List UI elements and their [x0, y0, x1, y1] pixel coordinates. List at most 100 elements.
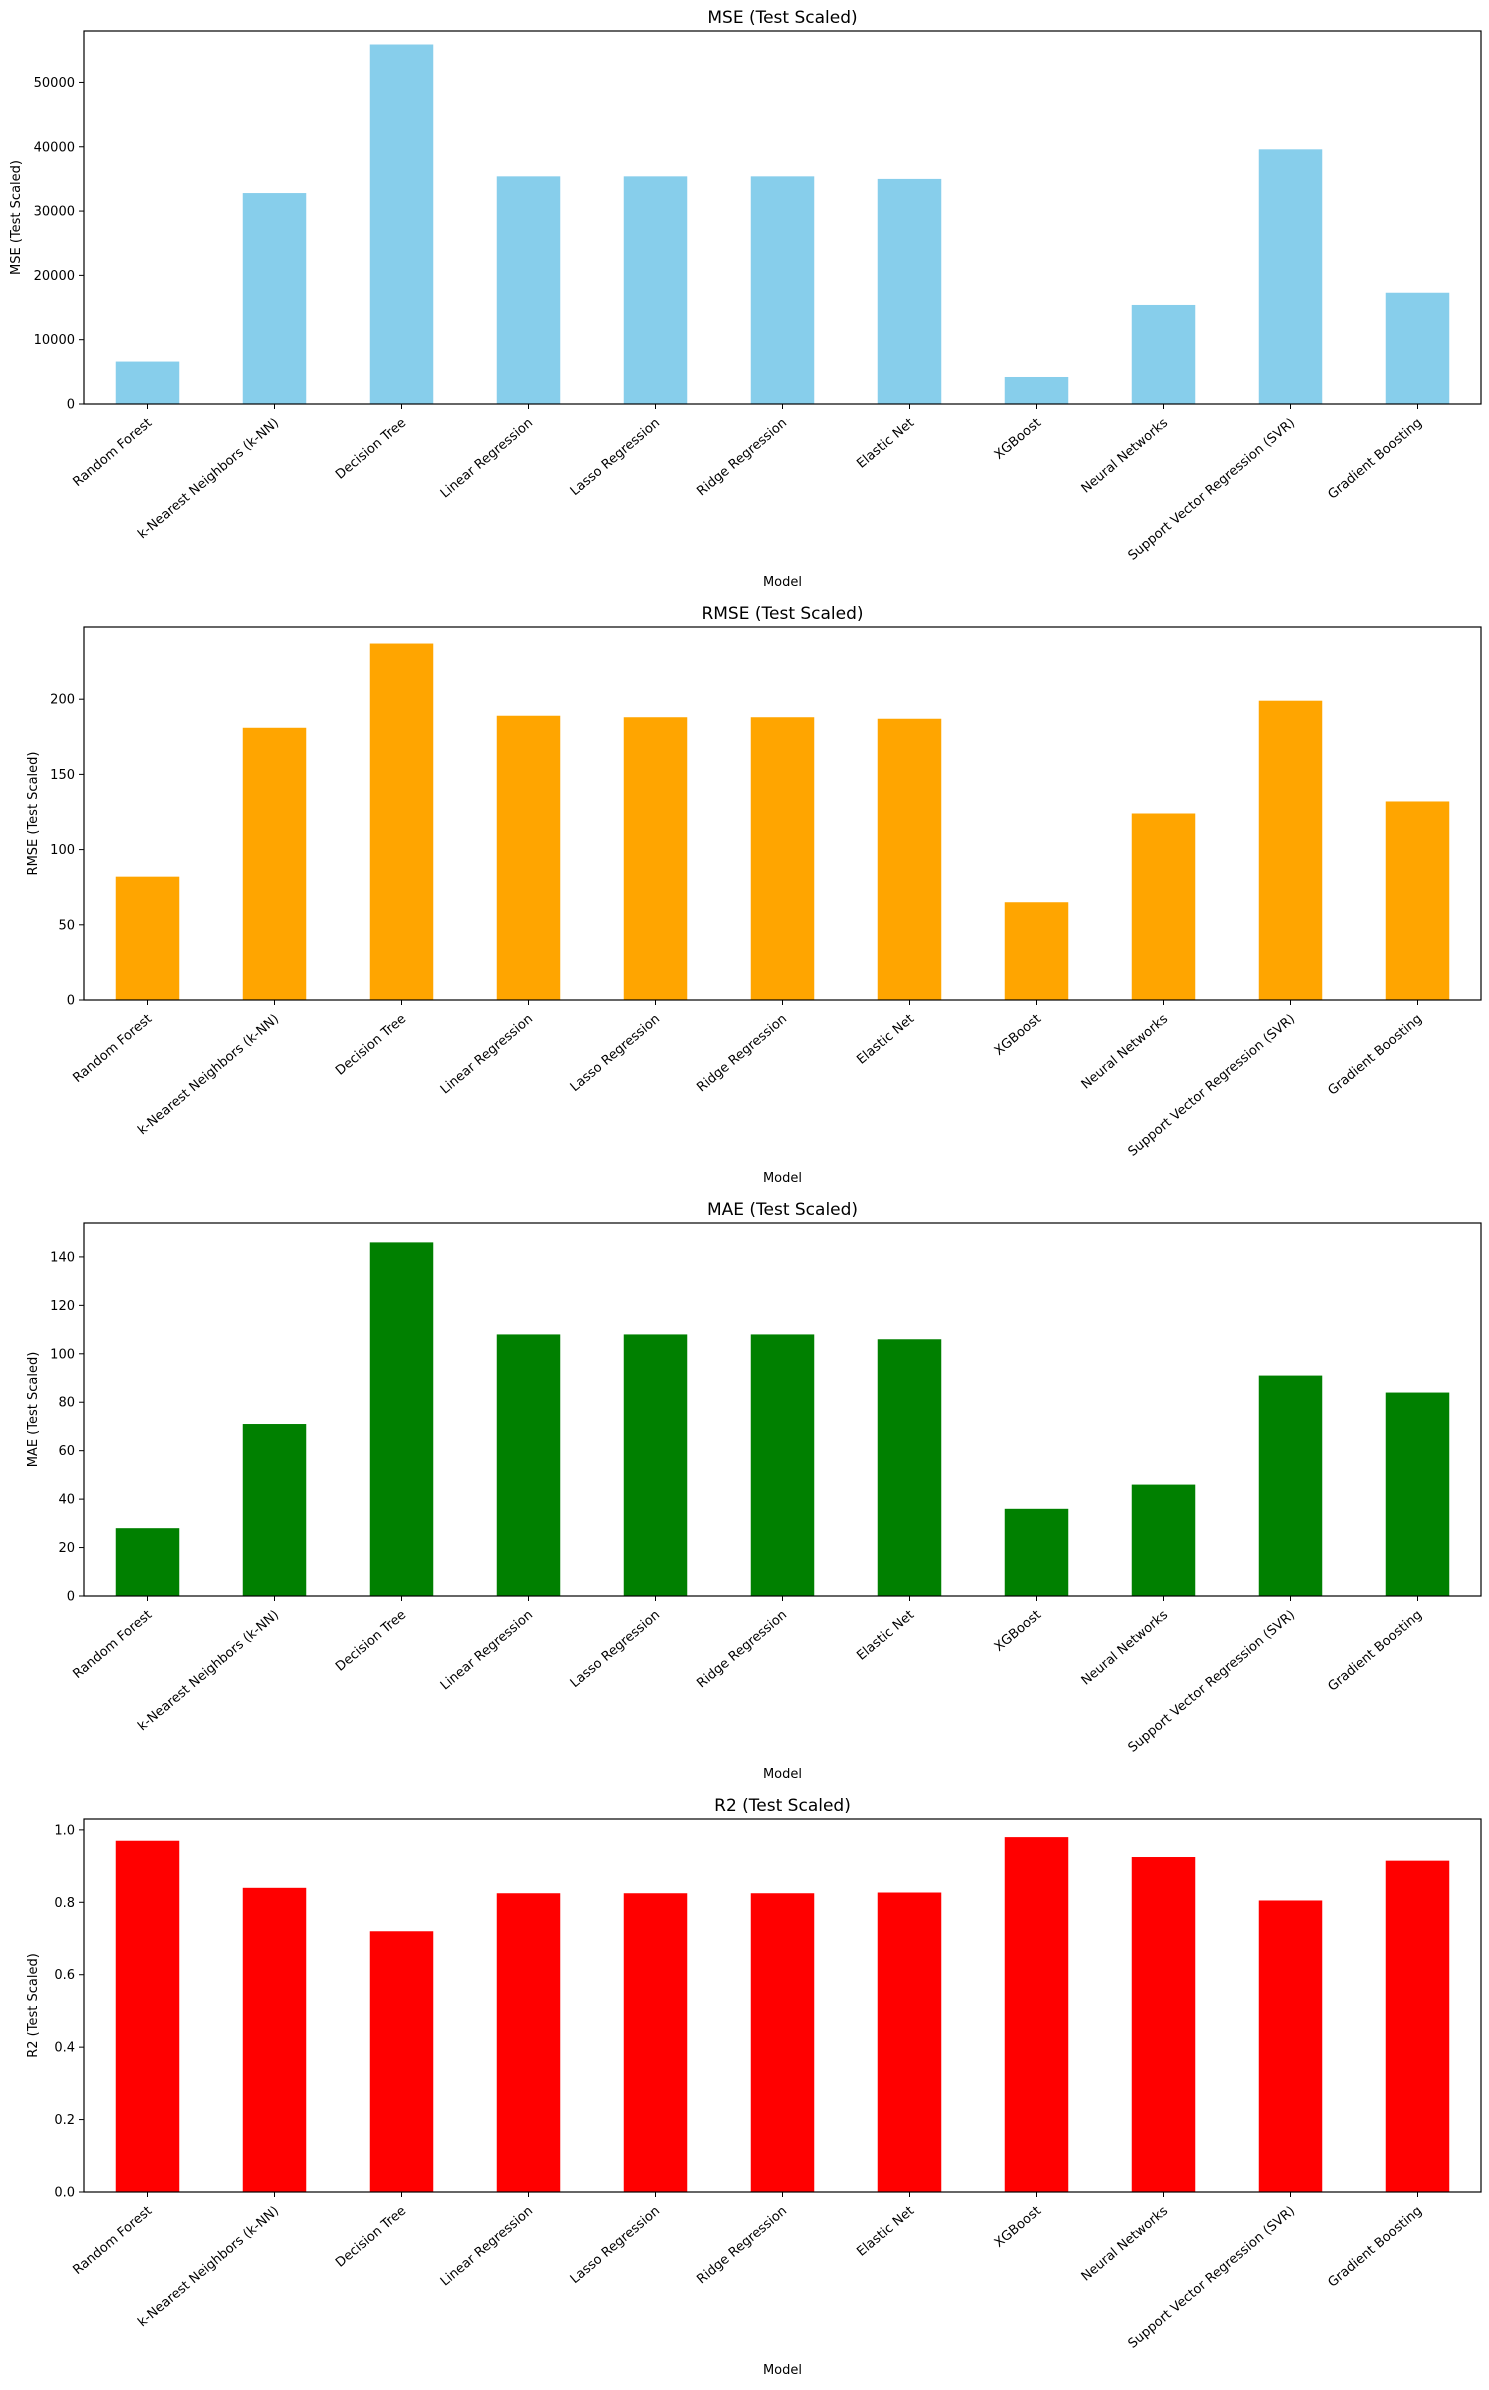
chart-title: RMSE (Test Scaled)	[701, 604, 863, 624]
x-tick-label: Linear Regression	[438, 1012, 536, 1098]
x-tick-label: Random Forest	[70, 416, 155, 490]
x-tick-label: Random Forest	[70, 1012, 155, 1086]
x-tick-label: Gradient Boosting	[1325, 1012, 1425, 1099]
y-tick-label: 50	[58, 918, 75, 933]
x-axis-label: Model	[763, 575, 802, 590]
y-tick-label: 0.4	[54, 2041, 75, 2056]
bar	[877, 178, 942, 404]
x-tick-label: Elastic Net	[854, 416, 917, 472]
bar	[877, 1339, 942, 1596]
x-tick-label: Random Forest	[70, 2204, 155, 2278]
bar	[1004, 376, 1069, 404]
y-tick-label: 150	[50, 768, 75, 783]
y-tick-label: 0.8	[54, 1896, 75, 1911]
bar	[369, 643, 434, 1000]
chart-3: 0.0 0.2 0.4 0.6 0.8 1.0 Random Forestk-Nearest…	[26, 1796, 1482, 2378]
x-tick-label: Decision Tree	[333, 416, 409, 483]
y-axis-label: MAE (Test Scaled)	[26, 1352, 41, 1468]
bar	[242, 1887, 307, 2192]
bar	[115, 361, 180, 404]
bar	[1004, 1837, 1069, 2192]
bar	[1131, 813, 1196, 1000]
y-tick-label: 40000	[34, 140, 75, 155]
x-tick-label: Gradient Boosting	[1325, 1608, 1425, 1695]
bar	[623, 1893, 688, 2192]
bar	[496, 1893, 561, 2192]
x-tick-label: k-Nearest Neighbors (k-NN)	[135, 1608, 282, 1735]
x-tick-label: Decision Tree	[333, 1012, 409, 1079]
x-axis-label: Model	[763, 1171, 802, 1186]
x-tick-label: Neural Networks	[1079, 2203, 1172, 2284]
x-tick-label: Linear Regression	[438, 416, 536, 502]
x-tick-label: k-Nearest Neighbors (k-NN)	[135, 416, 282, 543]
bar	[115, 876, 180, 1000]
y-tick-label: 40	[58, 1493, 75, 1508]
bar	[1385, 1860, 1450, 2192]
y-tick-label: 100	[50, 843, 75, 858]
x-tick-label: Elastic Net	[854, 2204, 917, 2260]
x-tick-label: Lasso Regression	[568, 1012, 663, 1095]
x-tick-label: Ridge Regression	[694, 416, 790, 500]
bar	[623, 717, 688, 1000]
bar	[242, 727, 307, 1000]
bar	[1258, 1375, 1323, 1596]
y-tick-label: 100	[50, 1347, 75, 1362]
bar	[623, 176, 688, 404]
bar	[369, 1242, 434, 1596]
chart-2: 0 20 40 60 80 100 120 140 Random Forestk-Nearest…	[26, 1200, 1482, 1782]
chart-0: 0 10000 20000 30000 40000 50000 Random Forestk…	[9, 8, 1482, 590]
y-tick-label: 0.6	[54, 1968, 75, 1983]
x-tick-label: Elastic Net	[854, 1012, 917, 1068]
y-axis-label: RMSE (Test Scaled)	[26, 752, 41, 876]
bar	[1004, 902, 1069, 1000]
bar	[1258, 700, 1323, 1000]
x-tick-label: Gradient Boosting	[1325, 2204, 1425, 2291]
y-tick-label: 30000	[34, 205, 75, 220]
y-tick-label: 0	[67, 398, 75, 413]
chart-title: R2 (Test Scaled)	[714, 1796, 851, 1816]
x-tick-label: Lasso Regression	[568, 1608, 663, 1691]
bar	[877, 718, 942, 1000]
x-tick-label: Neural Networks	[1079, 1011, 1172, 1092]
y-tick-label: 0.0	[54, 2186, 75, 2201]
x-tick-label: XGBoost	[992, 416, 1044, 463]
x-tick-label: Decision Tree	[333, 2204, 409, 2271]
x-tick-label: Neural Networks	[1079, 415, 1172, 496]
y-tick-label: 1.0	[54, 1823, 75, 1838]
bar	[750, 717, 815, 1000]
bar	[1258, 149, 1323, 404]
x-tick-label: Ridge Regression	[694, 2204, 790, 2288]
bar	[496, 1334, 561, 1596]
x-tick-label: k-Nearest Neighbors (k-NN)	[135, 2204, 282, 2331]
x-tick-label: XGBoost	[992, 1608, 1044, 1655]
y-tick-label: 20000	[34, 269, 75, 284]
x-tick-label: Ridge Regression	[694, 1012, 790, 1096]
x-tick-label: Random Forest	[70, 1608, 155, 1682]
x-tick-label: XGBoost	[992, 2204, 1044, 2251]
bar	[242, 193, 307, 404]
x-tick-label: Neural Networks	[1079, 1607, 1172, 1688]
y-axis-label: MSE (Test Scaled)	[9, 160, 24, 275]
bar	[369, 1931, 434, 2192]
x-tick-label: Gradient Boosting	[1325, 416, 1425, 503]
bar	[115, 1528, 180, 1596]
x-tick-label: Lasso Regression	[568, 2204, 663, 2287]
bar	[1004, 1508, 1069, 1596]
bar	[623, 1334, 688, 1596]
bar	[1258, 1900, 1323, 2192]
x-axis-label: Model	[763, 2363, 802, 2378]
x-tick-label: k-Nearest Neighbors (k-NN)	[135, 1012, 282, 1139]
y-tick-label: 60	[58, 1444, 75, 1459]
y-tick-label: 50000	[34, 76, 75, 91]
x-tick-label: Elastic Net	[854, 1608, 917, 1664]
x-tick-label: Ridge Regression	[694, 1608, 790, 1692]
bar	[496, 715, 561, 1000]
bar	[1385, 292, 1450, 404]
x-tick-label: Linear Regression	[438, 2204, 536, 2290]
bar	[115, 1840, 180, 2192]
y-tick-label: 80	[58, 1396, 75, 1411]
x-tick-label: Lasso Regression	[568, 416, 663, 499]
bar	[1131, 1484, 1196, 1596]
y-tick-label: 0	[67, 1590, 75, 1605]
